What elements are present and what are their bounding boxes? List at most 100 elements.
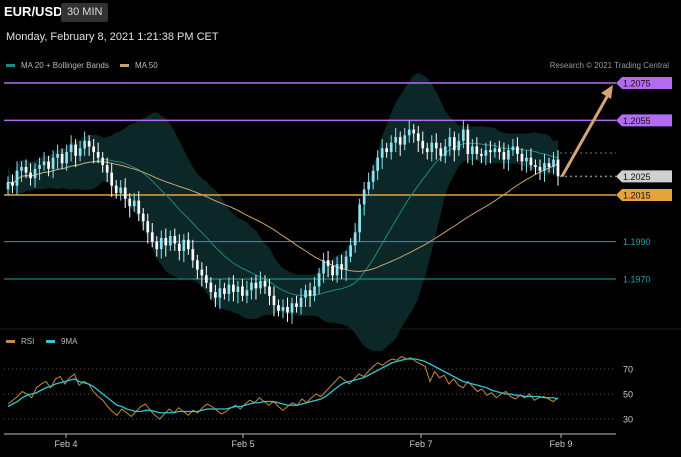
bollinger-bands — [8, 73, 558, 352]
rsi-tick-label: 50 — [623, 390, 633, 400]
candle-body — [150, 232, 154, 242]
rsi-tick-label: 70 — [623, 365, 633, 375]
candle-body — [38, 165, 41, 169]
candle-body — [344, 256, 348, 270]
candle-body — [15, 170, 19, 186]
candle-body — [223, 288, 226, 294]
candle-body — [434, 142, 438, 149]
candle-body — [11, 181, 14, 186]
candle-body — [272, 295, 276, 306]
ma50-line — [7, 161, 559, 272]
candle-body — [200, 269, 204, 276]
candle-body — [254, 282, 258, 289]
candle-body — [155, 241, 159, 250]
candle-body — [186, 239, 190, 250]
timeframe-badge[interactable]: 30 MIN — [61, 3, 109, 22]
candle-body — [141, 213, 145, 222]
candle-body — [214, 292, 217, 298]
candle-body — [335, 264, 339, 276]
candle-body — [507, 150, 510, 160]
candle-body — [209, 282, 213, 293]
candle-body — [452, 137, 456, 151]
price-tag-1.2055 — [616, 114, 672, 127]
candle-body — [457, 140, 461, 151]
candle-body — [87, 140, 91, 147]
candle-body — [439, 148, 443, 156]
candle-body — [78, 148, 82, 156]
candle-body — [398, 137, 402, 145]
candle-body — [358, 204, 361, 233]
candle-body — [259, 280, 262, 289]
candle-body — [83, 140, 86, 149]
legend-rsi: RSI — [6, 337, 34, 346]
candle-body — [227, 284, 231, 294]
legend-9ma-label: 9MA — [61, 337, 78, 346]
candle-body — [304, 290, 307, 298]
candle-body — [218, 288, 222, 298]
candle-body — [520, 153, 524, 162]
price-tag-text: 1.2055 — [623, 116, 651, 126]
candle-body — [277, 305, 280, 311]
candle-body — [286, 307, 289, 313]
candle-body — [182, 239, 186, 251]
candle-body — [534, 165, 537, 167]
price-tag-text: 1.2075 — [623, 79, 651, 89]
x-axis: Feb 4 Feb 5 Feb 7 Feb 9 — [4, 433, 616, 449]
candle-body — [538, 167, 542, 171]
candle-body — [322, 260, 325, 274]
candle-body — [516, 146, 519, 154]
forecast-arrow-head — [601, 85, 613, 99]
ma20-line — [7, 142, 559, 296]
candle-body — [394, 137, 398, 143]
candle-body — [290, 303, 294, 313]
candle-body — [403, 135, 407, 145]
candle-body — [502, 152, 506, 160]
candle-body — [362, 189, 366, 205]
candle-body — [466, 129, 470, 154]
bollinger-band-area — [8, 73, 558, 352]
candle-body — [556, 159, 560, 177]
candle-body — [205, 275, 208, 283]
candle-body — [56, 153, 59, 158]
candle-body — [96, 152, 100, 158]
candle-body — [308, 290, 312, 296]
candle-body — [123, 187, 127, 199]
candle-body — [475, 146, 479, 154]
candle-body — [114, 185, 118, 194]
candle-body — [281, 307, 285, 311]
candle-body — [241, 286, 244, 296]
rsi-line — [7, 355, 559, 420]
level-label: 1.1970 — [623, 275, 651, 285]
candle-body — [443, 146, 447, 156]
x-tick-label: Feb 4 — [54, 439, 77, 449]
candle-body — [60, 153, 64, 164]
ma20-swatch — [6, 64, 15, 67]
candle-body — [20, 167, 23, 171]
candle-body — [543, 163, 546, 171]
candle-body — [236, 286, 240, 293]
candle-body — [263, 280, 267, 287]
candle-body — [484, 150, 488, 156]
candle-body — [349, 245, 352, 257]
candle-body — [33, 168, 37, 179]
rsi-ma-line — [7, 358, 559, 414]
rsi-panel: 70 50 30 — [0, 328, 681, 425]
candle-body — [471, 146, 474, 154]
candle-body — [425, 148, 429, 153]
candle-body — [132, 200, 136, 207]
candle-body — [376, 157, 380, 171]
candle-body — [493, 148, 497, 153]
candle-body — [51, 157, 55, 169]
candle-body — [416, 133, 420, 141]
candle-body — [480, 153, 483, 156]
candle-body — [407, 129, 411, 136]
ma50-swatch — [120, 64, 129, 67]
price-tag-1.2075 — [616, 77, 672, 89]
price-levels — [4, 82, 616, 280]
candle-body — [461, 129, 465, 141]
credit-text: Research © 2021 Trading Central — [549, 61, 669, 70]
candle-body — [24, 167, 28, 173]
candle-body — [412, 129, 416, 134]
price-tag-text: 1.2015 — [623, 191, 651, 201]
